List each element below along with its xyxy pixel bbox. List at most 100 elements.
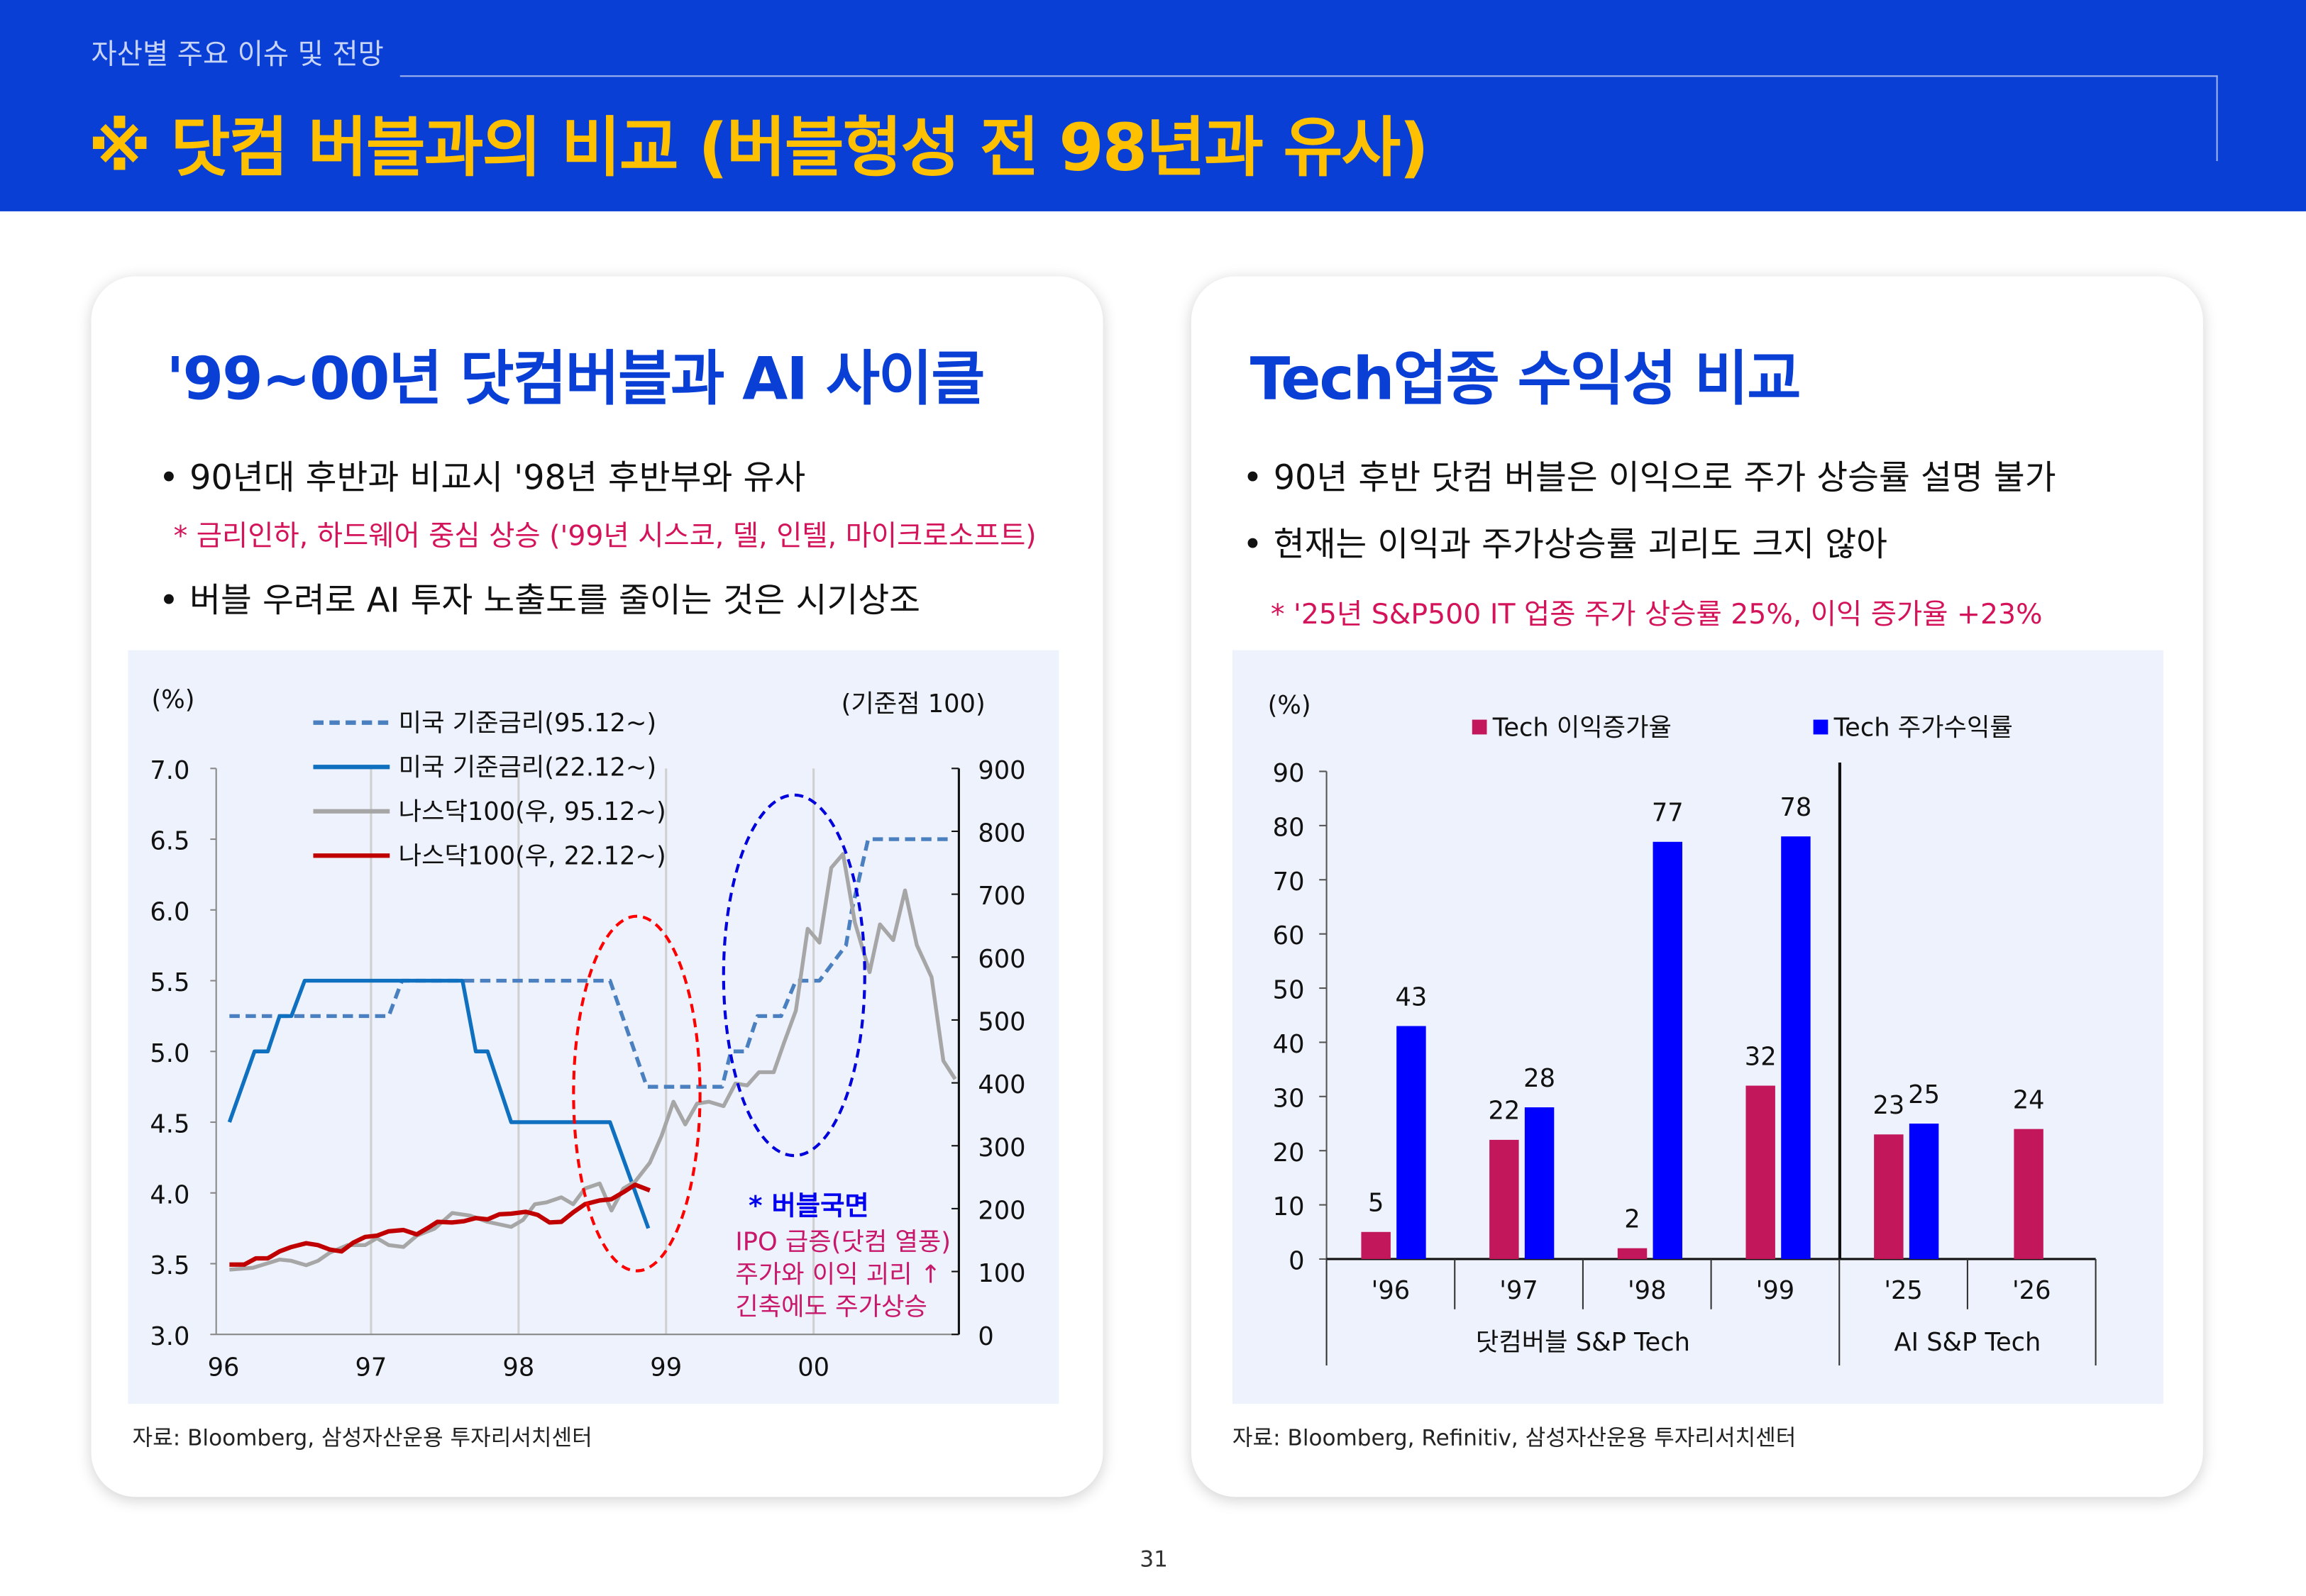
y-right-tick-label: 500 bbox=[978, 1007, 1025, 1036]
bar-value-label: 28 bbox=[1523, 1064, 1555, 1093]
y-left-tick-label: 5.0 bbox=[150, 1039, 189, 1068]
legend-swatch bbox=[1472, 719, 1487, 735]
bar-value-label: 23 bbox=[1872, 1091, 1904, 1120]
bar-earnings-growth bbox=[1489, 1139, 1519, 1259]
bar-earnings-growth bbox=[1745, 1085, 1775, 1259]
left-bullet-1: • 90년대 후반과 비교시 '98년 후반부와 유사 bbox=[158, 459, 806, 499]
y-right-tick-label: 700 bbox=[978, 882, 1025, 911]
x-tick-label: 96 bbox=[208, 1353, 240, 1382]
bar-earnings-growth bbox=[2014, 1129, 2043, 1259]
bar-earnings-growth bbox=[1617, 1248, 1648, 1259]
left-chart-panel bbox=[128, 650, 1059, 1404]
bar-earnings-growth bbox=[1361, 1231, 1391, 1259]
bar-price-return bbox=[1909, 1124, 1939, 1259]
y-left-tick-label: 4.5 bbox=[150, 1110, 189, 1139]
legend-label: 미국 기준금리(95.12~) bbox=[399, 709, 656, 738]
y-tick-label: 10 bbox=[1273, 1192, 1305, 1221]
blue-highlight-ellipse bbox=[722, 793, 866, 1158]
right-note: * '25년 S&P500 IT 업종 주가 상승률 25%, 이익 증가율 +… bbox=[1270, 598, 2043, 631]
y-tick-label: 70 bbox=[1273, 868, 1305, 897]
right-bullet-1: • 90년 후반 닷컴 버블은 이익으로 주가 상승률 설명 불가 bbox=[1242, 459, 2056, 499]
y-left-tick-label: 5.5 bbox=[150, 968, 189, 997]
y-tick-label: 0 bbox=[1289, 1246, 1304, 1275]
bar-value-label: 25 bbox=[1908, 1080, 1940, 1109]
bar-price-return bbox=[1396, 1026, 1426, 1259]
x-tick-label: '98 bbox=[1628, 1276, 1667, 1305]
y-label: (%) bbox=[1268, 691, 1311, 720]
y-right-tick-label: 100 bbox=[978, 1259, 1025, 1288]
x-tick-label: '96 bbox=[1372, 1276, 1411, 1305]
bubble-annotation-line: IPO 급증(닷컴 열풍) bbox=[735, 1227, 951, 1256]
bar-value-label: 78 bbox=[1780, 793, 1812, 822]
y-right-tick-label: 600 bbox=[978, 945, 1025, 974]
y-right-tick-label: 200 bbox=[978, 1196, 1025, 1225]
bar-value-label: 5 bbox=[1368, 1189, 1384, 1218]
x-tick-label: '99 bbox=[1756, 1276, 1795, 1305]
y-right-tick-label: 300 bbox=[978, 1134, 1025, 1163]
x-tick-label: 98 bbox=[502, 1353, 534, 1382]
y-tick-label: 90 bbox=[1273, 759, 1305, 788]
y-tick-label: 50 bbox=[1273, 976, 1305, 1005]
y-left-tick-label: 4.0 bbox=[150, 1180, 189, 1209]
x-tick-label: '25 bbox=[1884, 1276, 1923, 1305]
bar-price-return bbox=[1524, 1107, 1555, 1259]
group-label: AI S&P Tech bbox=[1894, 1328, 2041, 1357]
left-note: * 금리인하, 하드웨어 중심 상승 ('99년 시스코, 델, 인텔, 마이크… bbox=[173, 520, 1037, 553]
header-band bbox=[0, 0, 2306, 211]
bubble-annotation-line: 긴축에도 주가상승 bbox=[735, 1292, 927, 1321]
y-left-tick-label: 6.0 bbox=[150, 897, 189, 926]
y-left-tick-label: 3.0 bbox=[150, 1322, 189, 1351]
y-left-tick-label: 7.0 bbox=[150, 756, 189, 785]
bar-value-label: 2 bbox=[1624, 1204, 1640, 1234]
y-tick-label: 80 bbox=[1273, 813, 1305, 842]
legend-label: Tech 이익증가율 bbox=[1492, 713, 1672, 742]
left-bullet-2: • 버블 우려로 AI 투자 노출도를 줄이는 것은 시기상조 bbox=[158, 582, 921, 621]
right-card-title: Tech업종 수익성 비교 bbox=[1249, 345, 1802, 414]
right-source: 자료: Bloomberg, Refinitiv, 삼성자산운용 투자리서치센터 bbox=[1232, 1424, 1797, 1451]
bar-value-label: 32 bbox=[1745, 1042, 1777, 1071]
y-tick-label: 40 bbox=[1273, 1030, 1305, 1059]
bar-value-label: 77 bbox=[1652, 799, 1684, 828]
series-line-2 bbox=[227, 978, 651, 1229]
y-left-label: (%) bbox=[151, 685, 194, 714]
red-highlight-ellipse bbox=[572, 914, 702, 1273]
x-tick-label: 99 bbox=[650, 1353, 682, 1382]
y-right-tick-label: 400 bbox=[978, 1070, 1025, 1099]
legend-swatch bbox=[1813, 719, 1828, 735]
header-divider bbox=[399, 75, 2218, 162]
x-tick-label: 00 bbox=[798, 1353, 829, 1382]
series-line-4 bbox=[229, 1182, 651, 1267]
bar-value-label: 22 bbox=[1488, 1097, 1520, 1126]
page-title: ※ 닷컴 버블과의 비교 (버블형성 전 98년과 유사) bbox=[88, 111, 1429, 187]
y-right-tick-label: 0 bbox=[978, 1322, 993, 1351]
y-right-tick-label: 900 bbox=[978, 756, 1025, 785]
legend-label: 미국 기준금리(22.12~) bbox=[399, 753, 656, 782]
x-tick-label: '97 bbox=[1499, 1276, 1538, 1305]
y-tick-label: 60 bbox=[1273, 921, 1305, 951]
y-left-tick-label: 3.5 bbox=[150, 1251, 189, 1280]
x-tick-label: 97 bbox=[355, 1353, 387, 1382]
legend-label: 나스닥100(우, 22.12~) bbox=[399, 842, 666, 871]
bar-price-return bbox=[1653, 841, 1682, 1259]
left-card-title: '99~00년 닷컴버블과 AI 사이클 bbox=[166, 345, 985, 414]
left-source: 자료: Bloomberg, 삼성자산운용 투자리서치센터 bbox=[132, 1424, 592, 1451]
group-label: 닷컴버블 S&P Tech bbox=[1476, 1328, 1690, 1357]
bubble-annotation-line: 주가와 이익 괴리 ↑ bbox=[735, 1260, 941, 1289]
rate-nasdaq-chart: 96 97 98 99 00 3.0 3.5 4.0 4.5 5.0 5.5 6.0 6.5 7.0 0 10… bbox=[150, 685, 1025, 1382]
x-tick-label: '26 bbox=[2012, 1276, 2051, 1305]
series-line-3 bbox=[229, 852, 957, 1272]
y-left-tick-label: 6.5 bbox=[150, 827, 189, 856]
page-number: 31 bbox=[1140, 1546, 1168, 1573]
bar-value-label: 24 bbox=[2013, 1085, 2045, 1114]
series-line-1 bbox=[229, 837, 949, 1089]
right-bullet-2: • 현재는 이익과 주가상승률 괴리도 크지 않아 bbox=[1242, 526, 1887, 565]
bar-earnings-growth bbox=[1874, 1134, 1904, 1259]
bubble-annotation-title: * 버블국면 bbox=[749, 1190, 869, 1221]
y-right-label: (기준점 100) bbox=[842, 689, 986, 719]
section-label: 자산별 주요 이슈 및 전망 bbox=[91, 38, 384, 71]
y-tick-label: 20 bbox=[1273, 1138, 1305, 1168]
y-tick-label: 30 bbox=[1273, 1084, 1305, 1113]
y-right-tick-label: 800 bbox=[978, 819, 1025, 848]
bar-value-label: 43 bbox=[1396, 982, 1428, 1012]
